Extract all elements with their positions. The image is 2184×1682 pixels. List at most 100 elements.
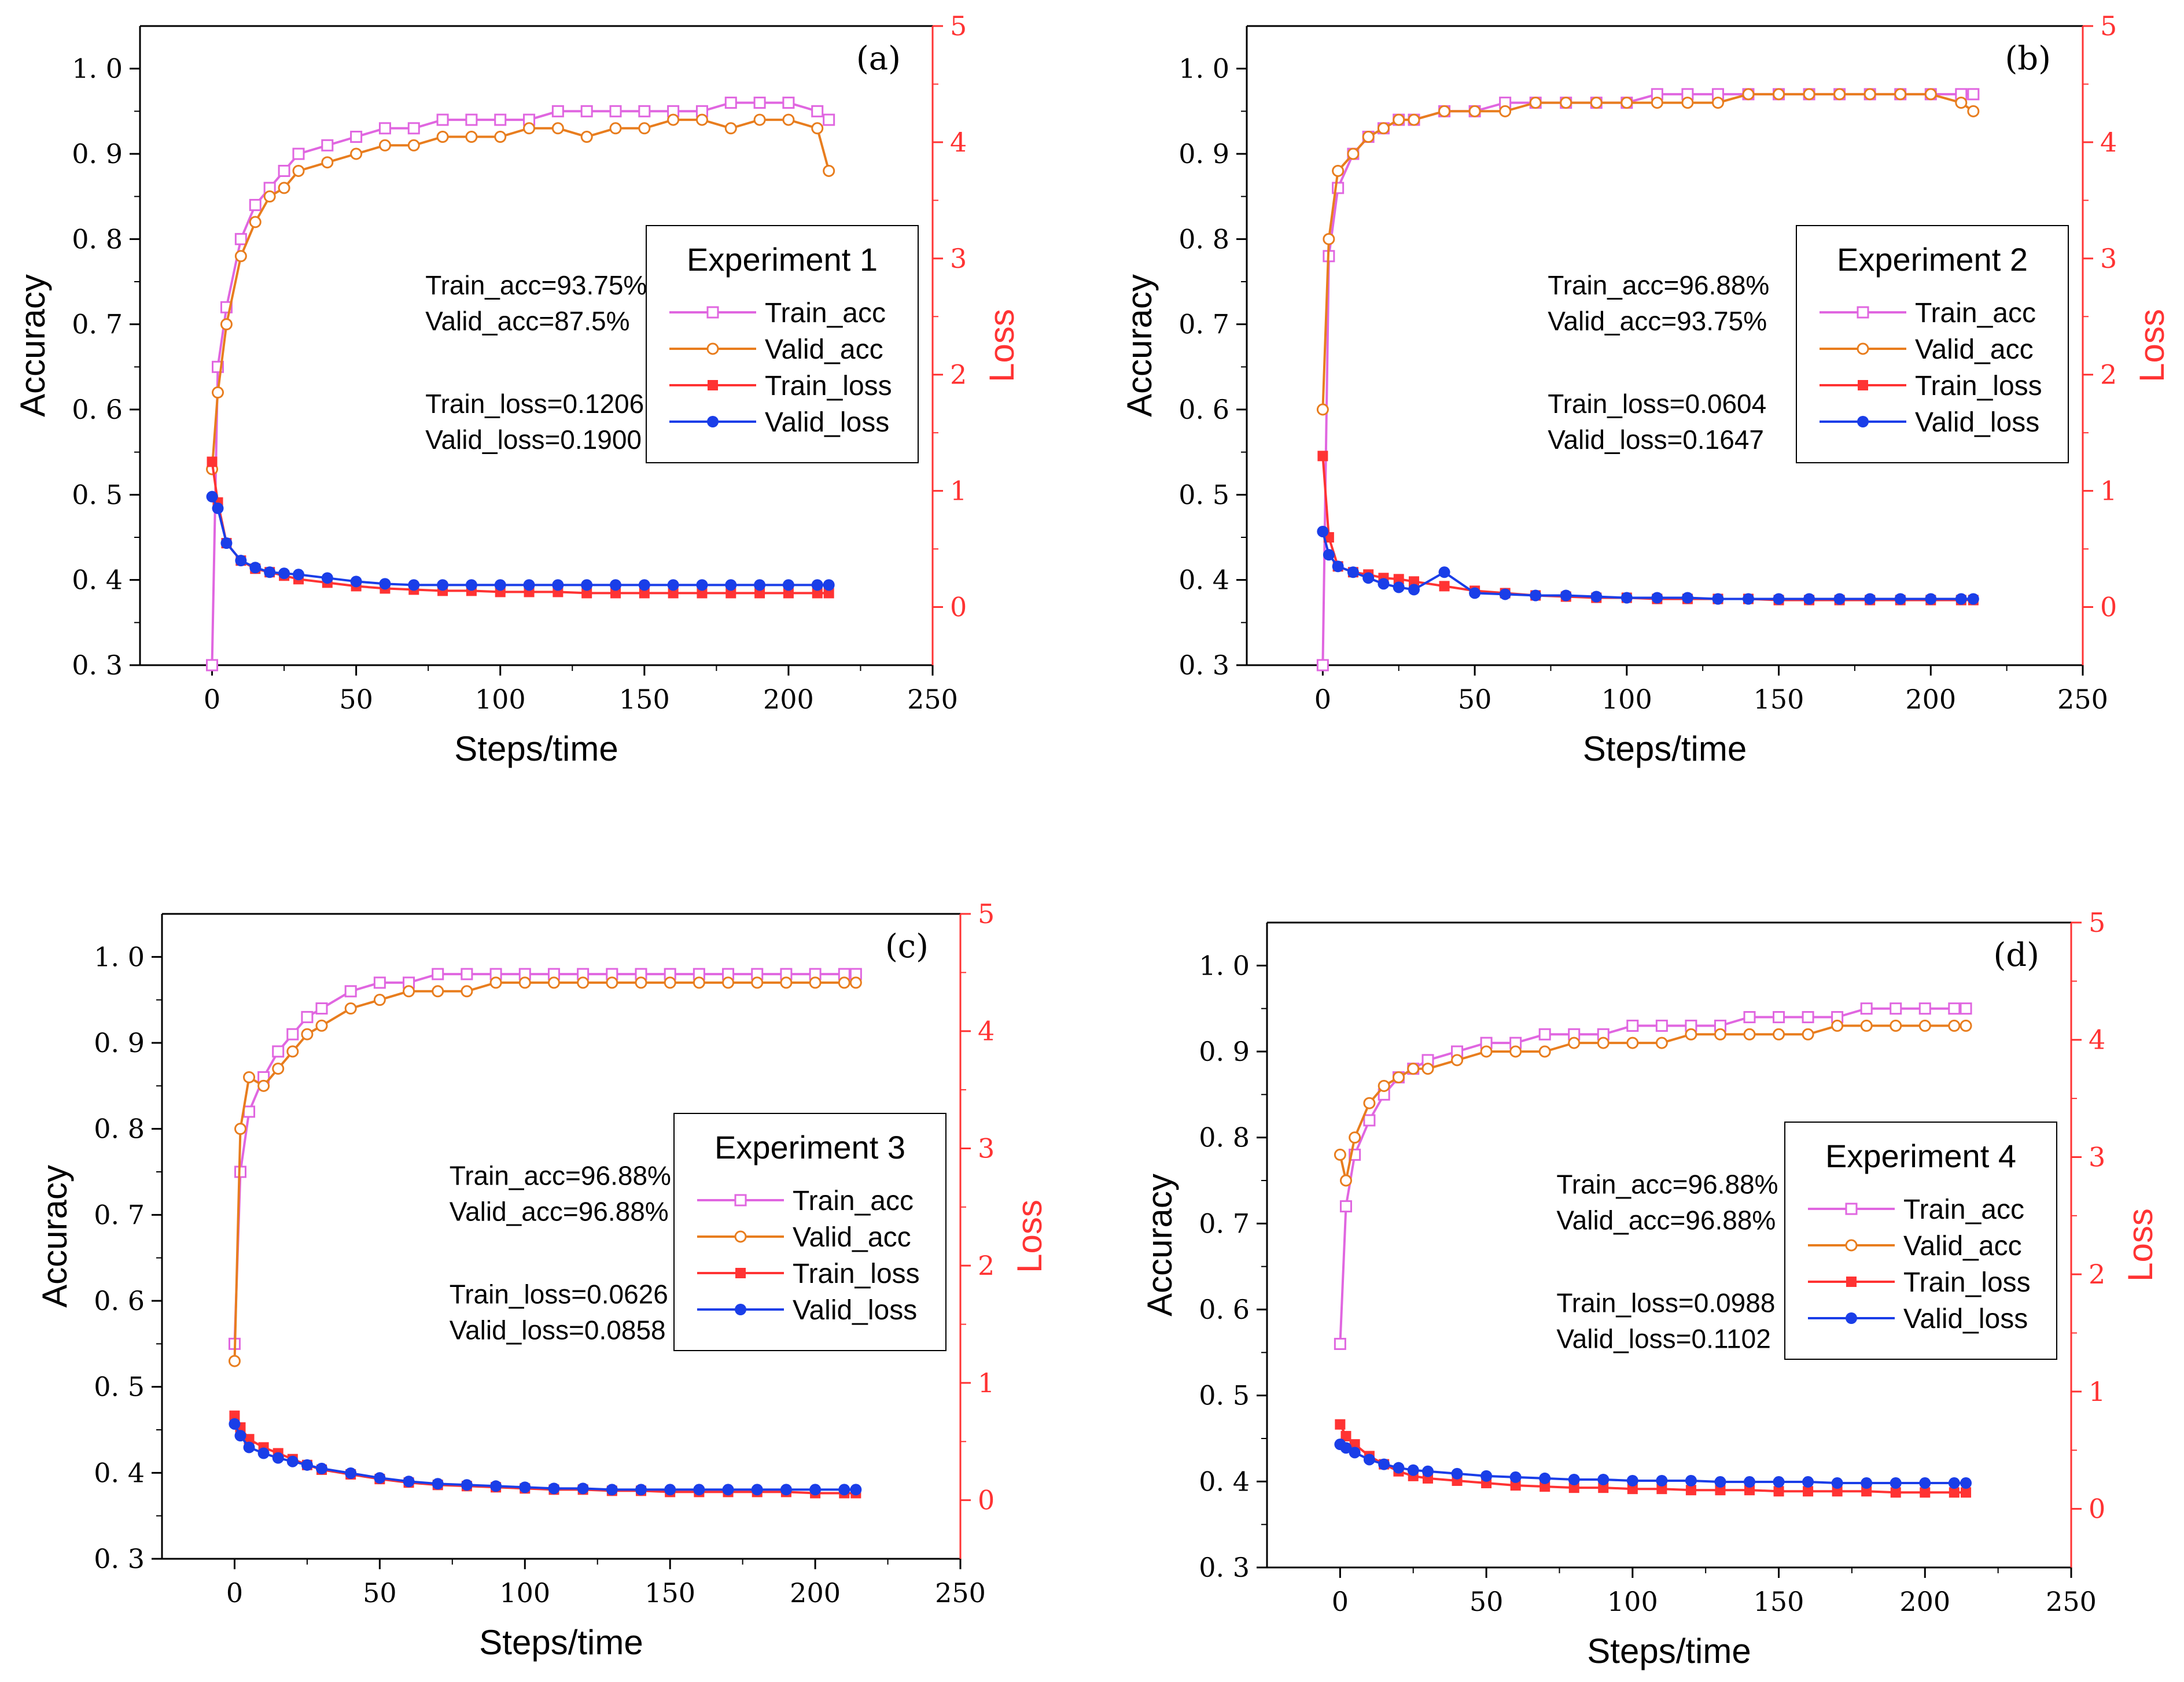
data-point-valid_acc [1918, 1019, 1931, 1032]
legend-label-train_loss: Train_loss [793, 1259, 920, 1289]
data-point-valid_loss [780, 1484, 792, 1496]
data-point-valid_loss [1469, 587, 1481, 599]
legend-swatch-marker [1857, 342, 1869, 355]
y-tick-label: 1. 0 [1178, 53, 1229, 84]
data-point-valid_acc [693, 976, 705, 989]
data-point-valid_loss [577, 1482, 589, 1495]
data-point-train_loss [754, 588, 765, 599]
data-point-train_loss [1540, 1481, 1550, 1492]
x-tick-label: 200 [1899, 1586, 1950, 1617]
data-point-valid_acc [635, 976, 647, 989]
data-point-valid_acc [782, 113, 795, 126]
data-point-train_acc [272, 1045, 285, 1058]
y2-tick-label: 3 [950, 243, 967, 274]
data-point-valid_acc [1831, 1019, 1844, 1032]
data-point-valid_loss [374, 1472, 386, 1484]
data-point-train_loss [783, 588, 794, 599]
legend: Experiment 4 Train_acc Valid_acc Train_loss… [1784, 1122, 2057, 1360]
data-point-train_loss [1920, 1487, 1931, 1498]
legend-box [1784, 1122, 2057, 1360]
data-point-valid_loss [664, 1484, 676, 1496]
y-tick-label: 0. 7 [72, 309, 123, 340]
data-point-valid_acc [212, 386, 224, 399]
data-point-valid_acc [1339, 1174, 1352, 1187]
data-point-train_loss [1627, 1484, 1638, 1495]
x-tick-label: 100 [499, 1577, 550, 1609]
data-point-valid_loss [1802, 1476, 1814, 1488]
data-point-valid_loss [1332, 560, 1344, 573]
data-point-valid_acc [1924, 88, 1937, 101]
legend-swatch-marker [1845, 1239, 1858, 1252]
data-point-train_acc [1948, 1002, 1961, 1015]
data-point-valid_loss [606, 1484, 618, 1496]
data-point-train_acc [432, 968, 444, 980]
data-point-valid_loss [1480, 1470, 1493, 1482]
data-point-train_loss [1803, 1486, 1814, 1497]
y-tick-label: 0. 8 [1178, 223, 1229, 254]
y2-tick-label: 2 [2089, 1259, 2105, 1290]
y2-tick-label: 4 [2100, 127, 2117, 158]
data-point-valid_loss [1960, 1477, 1972, 1489]
data-point-valid_acc [1509, 1045, 1522, 1058]
x-tick-label: 250 [907, 684, 958, 715]
data-point-valid_loss [1317, 525, 1329, 537]
data-point-valid_acc [1802, 1028, 1814, 1041]
data-point-valid_loss [523, 579, 535, 591]
data-point-train_acc [1655, 1019, 1668, 1032]
x-tick-label: 200 [790, 1577, 841, 1609]
x-tick-label: 150 [1754, 684, 1804, 715]
data-point-valid_loss [1568, 1473, 1580, 1485]
data-point-train_loss [207, 456, 218, 467]
data-point-valid_acc [489, 976, 502, 989]
data-point-valid_acc [1651, 97, 1663, 109]
legend-swatch-marker [735, 1304, 746, 1315]
data-point-train_loss [668, 588, 679, 599]
y-axis-title: Accuracy [1120, 274, 1159, 417]
data-point-train_loss [610, 588, 621, 599]
data-point-train_loss [823, 588, 834, 599]
data-point-valid_loss [693, 1484, 705, 1496]
data-point-valid_loss [1919, 1477, 1931, 1489]
data-point-valid_acc [1681, 97, 1694, 109]
series-line-train_loss [211, 462, 829, 595]
x-tick-label: 50 [1458, 684, 1492, 715]
data-point-valid_loss [490, 1480, 502, 1492]
data-point-valid_acc [1363, 1097, 1376, 1109]
data-point-valid_acc [1863, 88, 1876, 101]
valid-loss-note: Valid_loss=0.1647 [1548, 425, 1764, 455]
legend-label-valid_acc: Valid_acc [793, 1222, 911, 1253]
data-point-valid_loss [722, 1484, 734, 1496]
data-point-valid_acc [1590, 97, 1603, 109]
data-point-valid_acc [1323, 233, 1335, 245]
data-point-valid_acc [1438, 105, 1451, 117]
series-line-valid_loss [211, 496, 829, 587]
data-point-train_loss [1349, 1439, 1360, 1450]
data-point-valid_acc [378, 139, 391, 152]
data-point-valid_acc [547, 976, 560, 989]
data-point-valid_loss [1714, 1476, 1726, 1488]
data-point-train_loss [1685, 1485, 1696, 1496]
data-point-valid_loss [235, 555, 247, 567]
legend-swatch-marker [707, 416, 719, 427]
valid-acc-note: Valid_acc=93.75% [1548, 306, 1767, 336]
data-point-valid_loss [838, 1484, 850, 1496]
data-point-valid_loss [809, 1484, 822, 1496]
data-point-valid_loss [1509, 1471, 1522, 1483]
series-line-valid_loss [233, 1423, 856, 1491]
data-point-valid_acc [344, 1002, 357, 1015]
data-point-valid_acc [1890, 1019, 1902, 1032]
data-point-train_acc [315, 1002, 328, 1015]
data-point-valid_acc [1597, 1037, 1610, 1049]
data-point-valid_loss [1861, 1477, 1873, 1489]
x-tick-label: 250 [935, 1577, 986, 1609]
y-tick-label: 0. 4 [72, 565, 123, 596]
data-point-valid_loss [350, 576, 362, 588]
legend-label-train_acc: Train_acc [1903, 1194, 2024, 1225]
data-point-train_acc [407, 122, 420, 135]
y2-tick-label: 2 [2100, 359, 2117, 390]
data-point-valid_loss [1948, 1477, 1960, 1489]
data-point-valid_acc [638, 122, 651, 135]
y2-tick-label: 0 [978, 1485, 995, 1516]
data-point-valid_loss [345, 1467, 357, 1480]
